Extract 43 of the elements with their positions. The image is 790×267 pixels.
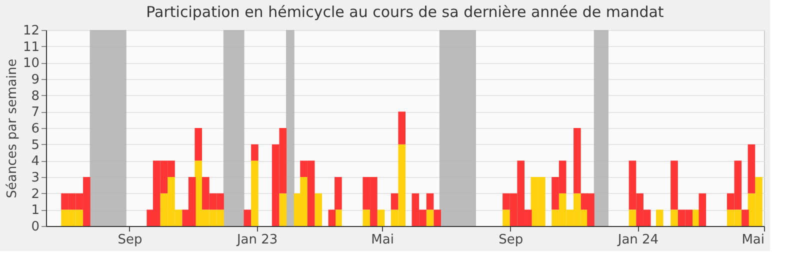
- x-tick-label: Jan 23: [236, 232, 278, 248]
- y-tick-label: 11: [22, 40, 40, 55]
- bar: [398, 112, 406, 144]
- chart-title: Participation en hémicycle au cours de sa dernière année de mandat: [146, 3, 664, 21]
- bar: [314, 193, 322, 226]
- bar: [656, 210, 664, 226]
- x-tick-label: Mai: [742, 232, 764, 248]
- bar: [426, 210, 434, 226]
- bar: [670, 210, 678, 226]
- y-tick-label: 8: [31, 88, 40, 104]
- bar: [502, 210, 510, 226]
- y-tick-label: 2: [31, 186, 40, 202]
- x-tick-label: Sep: [498, 232, 524, 248]
- bar: [628, 210, 636, 226]
- bar: [377, 210, 385, 226]
- bar: [574, 128, 581, 194]
- bar: [390, 193, 398, 210]
- bar: [748, 144, 756, 194]
- bar: [670, 160, 678, 210]
- bar: [251, 144, 258, 161]
- bar: [251, 160, 258, 226]
- bar: [698, 193, 706, 226]
- y-tick-label: 1: [31, 203, 40, 218]
- y-tick-label: 9: [31, 72, 40, 88]
- bar: [244, 210, 252, 226]
- y-tick-label: 4: [31, 154, 40, 170]
- x-tick-label: Jan 24: [616, 232, 659, 248]
- y-axis-title: Séances par semaine: [4, 58, 20, 198]
- bar: [434, 210, 442, 226]
- x-tick-label: Mai: [371, 232, 394, 248]
- y-tick-label: 5: [31, 138, 40, 153]
- y-tick-label: 12: [22, 24, 40, 38]
- bar: [194, 128, 202, 161]
- bar: [279, 193, 287, 226]
- y-tick-label: 10: [22, 56, 40, 72]
- y-tick-label: 7: [31, 105, 40, 120]
- y-tick-label: 6: [31, 122, 40, 136]
- x-tick-label: Sep: [118, 232, 142, 248]
- bar: [742, 210, 749, 226]
- y-tick-label: 0: [31, 220, 40, 234]
- y-tick-label: 3: [31, 170, 40, 186]
- bar: [362, 210, 370, 226]
- bar: [426, 193, 434, 210]
